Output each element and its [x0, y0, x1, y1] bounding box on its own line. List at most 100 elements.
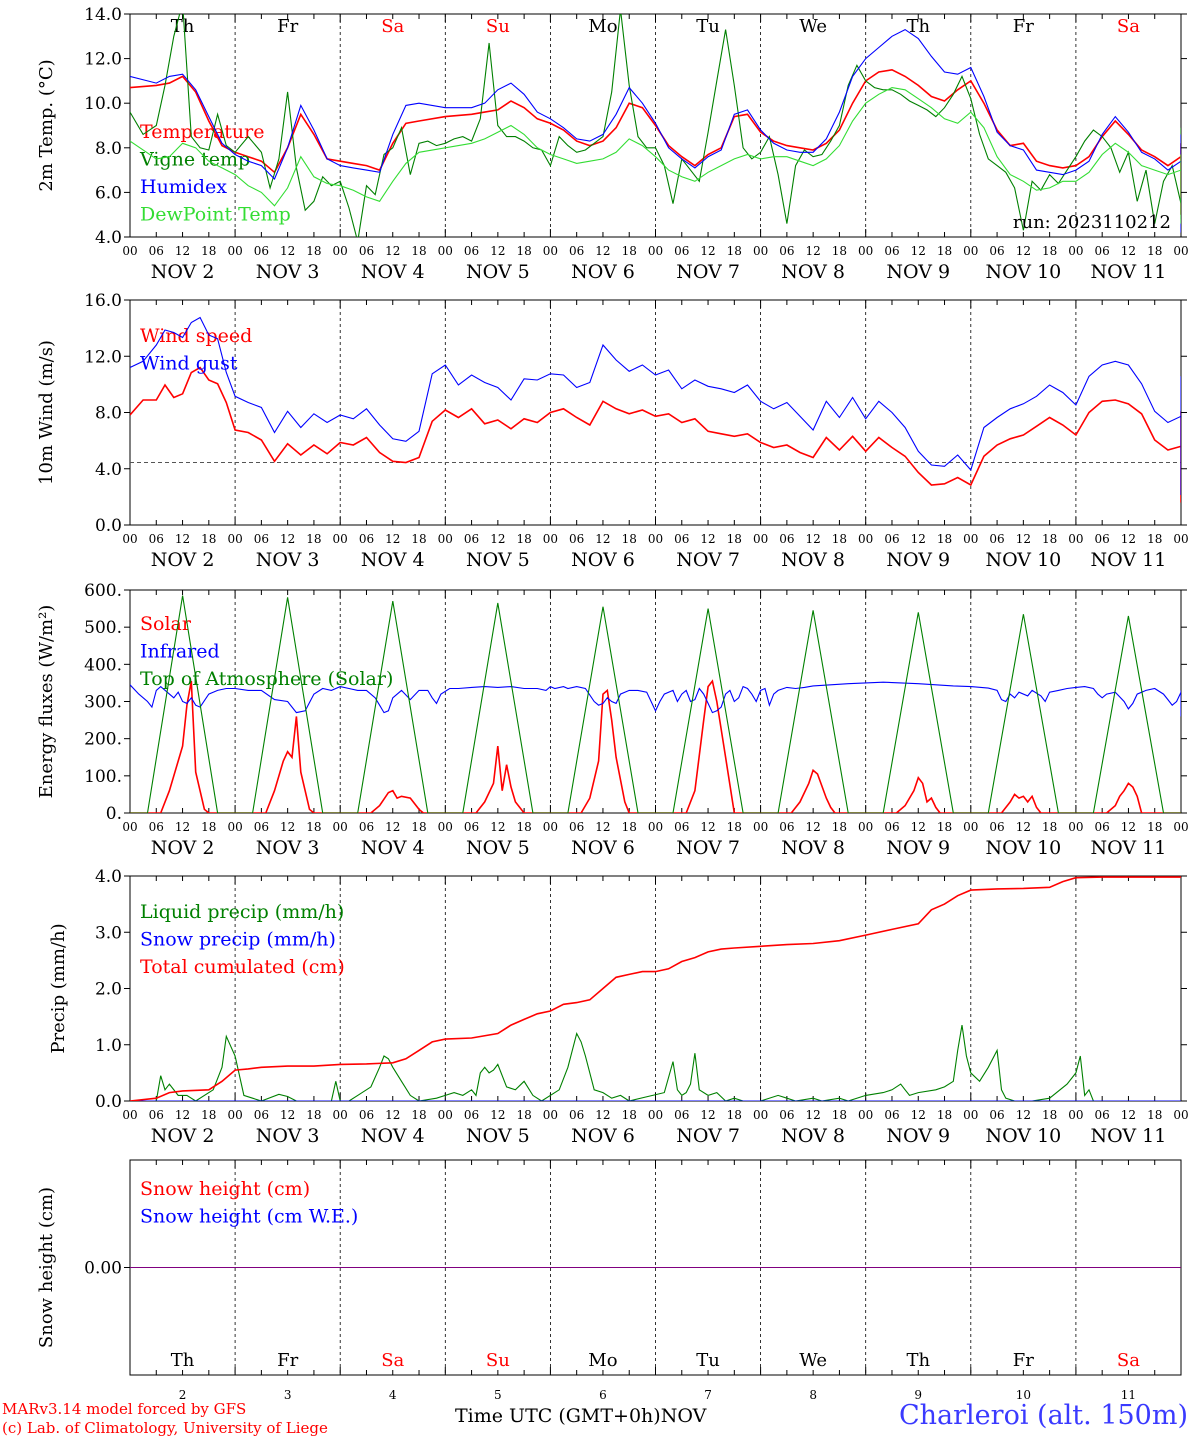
hour-tick-label: 00: [858, 1108, 873, 1122]
hour-tick-label: 12: [490, 244, 505, 258]
hour-tick-label: 06: [359, 532, 374, 546]
hour-tick-label: 06: [674, 1108, 689, 1122]
day-number: 7: [704, 1388, 712, 1402]
y-tick-label: 8.0: [95, 404, 122, 424]
hour-tick-label: 06: [464, 820, 479, 834]
legend-entry: Liquid precip (mm/h): [140, 901, 344, 923]
month-label: NOV: [660, 1405, 707, 1427]
hour-tick-label: 00: [227, 532, 242, 546]
day-label: Sa: [1117, 16, 1140, 37]
hour-tick-label: 18: [201, 1108, 216, 1122]
date-label: NOV 11: [1091, 837, 1167, 859]
hour-tick-label: 18: [622, 820, 637, 834]
series-line-solar: [130, 679, 1181, 813]
hour-tick-label: 00: [963, 244, 978, 258]
day-label: Mo: [588, 16, 617, 37]
hour-tick-label: 06: [779, 820, 794, 834]
day-number: 3: [284, 1388, 292, 1402]
hour-tick-label: 12: [490, 1108, 505, 1122]
hour-tick-label: 00: [122, 1108, 137, 1122]
hour-tick-label: 18: [727, 1108, 742, 1122]
date-label: NOV 11: [1091, 549, 1167, 571]
time-axis-title: Time UTC (GMT+0h): [455, 1405, 661, 1427]
legend-entry: DewPoint Temp: [140, 204, 291, 226]
plot-frame: [129, 299, 1182, 526]
date-label: NOV 10: [985, 261, 1061, 283]
legend-entry: Vigne temp: [139, 149, 250, 171]
hour-tick-label: 06: [1095, 1108, 1110, 1122]
hour-tick-label: 00: [1068, 1108, 1083, 1122]
hour-tick-label: 18: [832, 532, 847, 546]
y-tick-label: 4.0: [95, 867, 122, 887]
hour-tick-label: 00: [1173, 532, 1188, 546]
hour-tick-label: 06: [1095, 244, 1110, 258]
hour-tick-label: 00: [1068, 532, 1083, 546]
hour-tick-label: 06: [989, 820, 1004, 834]
hour-tick-label: 00: [858, 244, 873, 258]
hour-tick-label: 18: [516, 1108, 531, 1122]
hour-tick-label: 18: [727, 244, 742, 258]
y-tick-label: 300.: [84, 693, 122, 713]
day-label: Fr: [1013, 1350, 1034, 1371]
hour-tick-label: 18: [1042, 532, 1057, 546]
date-label: NOV 4: [361, 837, 425, 859]
panel-3: 0. 100. 200. 300. 400. 500. 600. Energy fluxes …: [36, 581, 1189, 859]
hour-tick-label: 00: [753, 1108, 768, 1122]
day-number: 9: [914, 1388, 922, 1402]
hour-tick-label: 06: [149, 820, 164, 834]
panel-5: 0.00 Snow height (cm) Th 2 Fr 3 Sa 4 Su 5 Mo 6 Tu 7 We…: [36, 1159, 1182, 1402]
y-tick-label: 4.0: [95, 460, 122, 480]
y-tick-label: 500.: [84, 618, 122, 638]
series-line-top-of-atmosphere-solar-: [130, 595, 1181, 813]
y-tick-label: 16.0: [84, 291, 122, 311]
hour-tick-label: 00: [227, 820, 242, 834]
hour-tick-label: 18: [1147, 244, 1162, 258]
hour-tick-label: 06: [779, 1108, 794, 1122]
date-label: NOV 11: [1091, 1125, 1167, 1147]
hour-tick-label: 06: [254, 1108, 269, 1122]
hour-tick-label: 12: [700, 532, 715, 546]
y-axis-label: 10m Wind (m/s): [36, 340, 57, 485]
date-label: NOV 10: [985, 837, 1061, 859]
station-name: Charleroi (alt. 150m): [899, 1400, 1188, 1431]
day-label: Fr: [1013, 16, 1034, 37]
hour-tick-label: 00: [858, 532, 873, 546]
hour-tick-label: 06: [464, 244, 479, 258]
day-number: 4: [389, 1388, 397, 1402]
date-label: NOV 8: [781, 837, 845, 859]
day-label: Fr: [277, 1350, 298, 1371]
hour-tick-label: 00: [648, 532, 663, 546]
hour-tick-label: 06: [884, 820, 899, 834]
hour-tick-label: 06: [359, 1108, 374, 1122]
hour-tick-label: 00: [543, 532, 558, 546]
date-label: NOV 3: [256, 837, 320, 859]
date-label: NOV 7: [676, 549, 740, 571]
hour-tick-label: 18: [622, 1108, 637, 1122]
hour-tick-label: 18: [937, 820, 952, 834]
day-label: Su: [486, 1350, 510, 1371]
hour-tick-label: 18: [1042, 1108, 1057, 1122]
hour-tick-label: 06: [359, 244, 374, 258]
legend-entry: Temperature: [140, 121, 264, 143]
y-tick-label: 1.0: [95, 1036, 122, 1056]
hour-tick-label: 12: [911, 1108, 926, 1122]
hour-tick-label: 06: [884, 532, 899, 546]
date-label: NOV 10: [985, 549, 1061, 571]
y-tick-label: 0.0: [95, 1092, 122, 1112]
hour-tick-label: 00: [543, 244, 558, 258]
hour-tick-label: 06: [674, 244, 689, 258]
hour-tick-label: 12: [175, 244, 190, 258]
y-axis-label: 2m Temp. (°C): [36, 59, 57, 191]
hour-tick-label: 12: [911, 820, 926, 834]
y-tick-label: 4.0: [95, 228, 122, 248]
y-tick-label: 12.0: [84, 50, 122, 70]
hour-tick-label: 18: [411, 1108, 426, 1122]
day-label: Th: [906, 16, 930, 37]
hour-tick-label: 18: [832, 1108, 847, 1122]
day-label: We: [799, 1350, 827, 1371]
hour-tick-label: 18: [937, 1108, 952, 1122]
hour-tick-label: 18: [937, 244, 952, 258]
hour-tick-label: 00: [1173, 820, 1188, 834]
hour-tick-label: 12: [1016, 244, 1031, 258]
